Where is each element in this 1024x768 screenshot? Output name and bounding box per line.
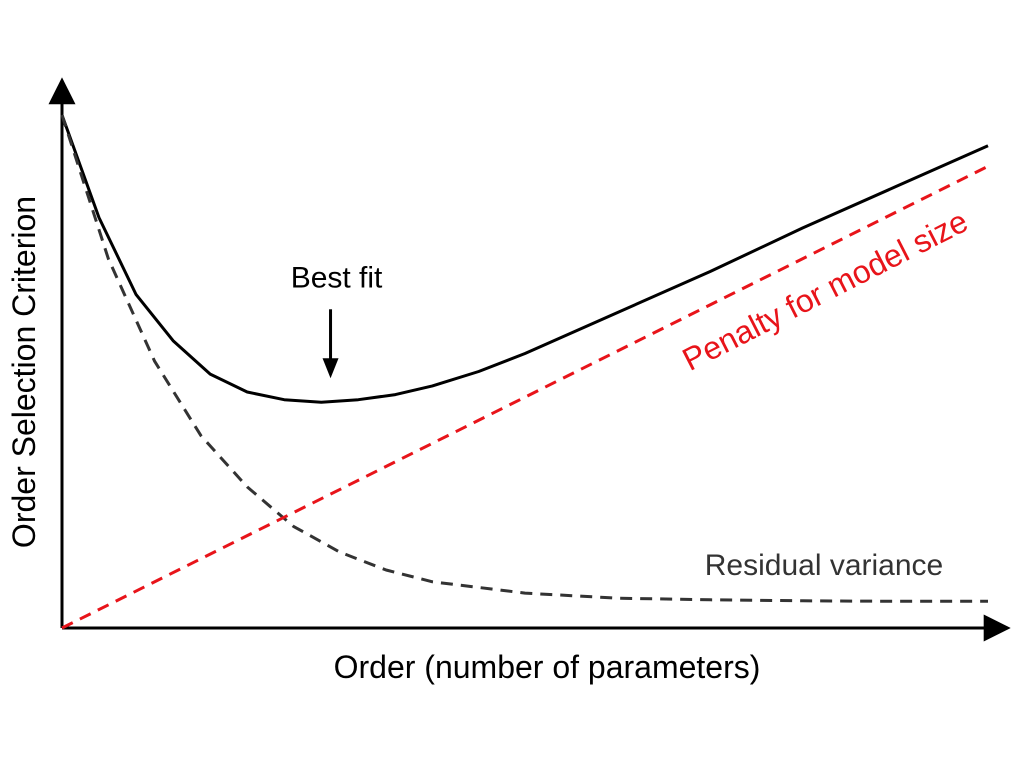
best-fit-annotation: Best fit	[291, 261, 383, 378]
penalty-label: Penalty for model size	[677, 203, 974, 378]
best-fit-label: Best fit	[291, 261, 383, 294]
x-axis-label: Order (number of parameters)	[334, 649, 761, 685]
y-axis-label: Order Selection Criterion	[6, 196, 42, 548]
best-fit-arrowhead	[323, 358, 339, 378]
series-line-residual-variance	[62, 115, 988, 601]
residual-variance-label: Residual variance	[705, 549, 943, 582]
axes	[62, 80, 1008, 628]
